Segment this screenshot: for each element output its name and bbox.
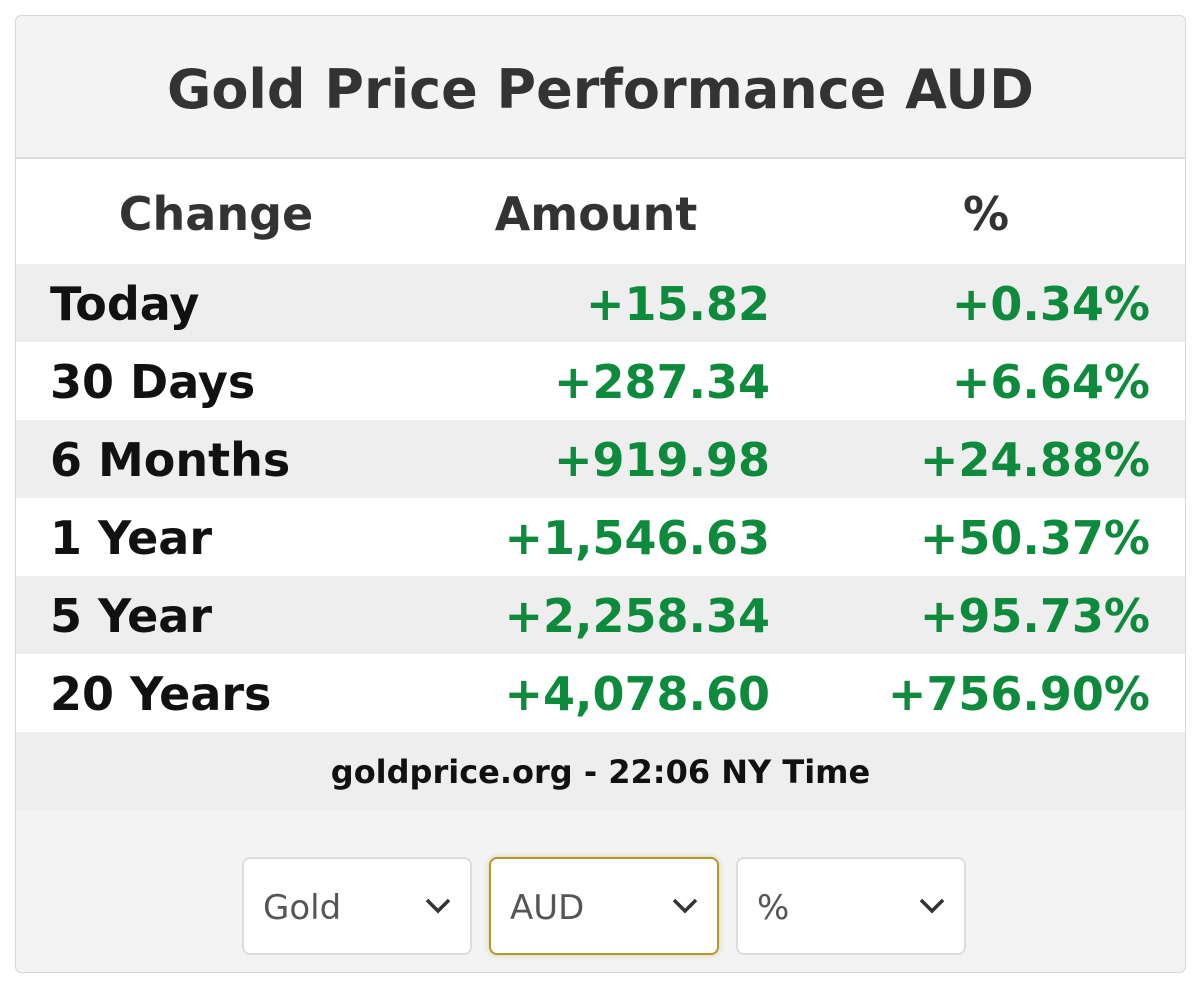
percent: +0.34% bbox=[951, 277, 1150, 331]
dropdown-value: Gold bbox=[263, 888, 342, 928]
amount: +15.82 bbox=[585, 277, 770, 331]
dropdown[interactable]: Gold bbox=[242, 857, 472, 955]
header-row: Change Amount % bbox=[16, 159, 1185, 264]
table-body: Today +15.82 +0.34% 30 Days +287.34 +6.64% 6 M… bbox=[16, 264, 1185, 732]
period-label: Today bbox=[50, 277, 200, 331]
period-label: 30 Days bbox=[50, 355, 256, 409]
amount: +2,258.34 bbox=[504, 589, 770, 643]
table-row: 30 Days +287.34 +6.64% bbox=[16, 342, 1185, 420]
percent: +50.37% bbox=[919, 511, 1150, 565]
period-label: 20 Years bbox=[50, 667, 272, 721]
column-header: % bbox=[962, 187, 1010, 241]
chevron bbox=[672, 898, 698, 914]
percent: +24.88% bbox=[919, 433, 1150, 487]
title: Gold Price Performance AUD bbox=[16, 16, 1185, 159]
period-label: 5 Year bbox=[50, 589, 213, 643]
percent: +6.64% bbox=[951, 355, 1150, 409]
percent: +756.90% bbox=[887, 667, 1150, 721]
dropdown-value: AUD bbox=[510, 888, 585, 928]
table-row: 5 Year +2,258.34 +95.73% bbox=[16, 576, 1185, 654]
amount: +919.98 bbox=[553, 433, 770, 487]
table-row: Today +15.82 +0.34% bbox=[16, 264, 1185, 342]
column-header: Amount bbox=[494, 187, 698, 241]
dropdown-value: % bbox=[757, 888, 790, 928]
amount: +4,078.60 bbox=[504, 667, 770, 721]
widget: Gold Price Performance AUD Change Amount… bbox=[15, 15, 1186, 973]
percent: +95.73% bbox=[919, 589, 1150, 643]
dropdown[interactable]: % bbox=[736, 857, 966, 955]
select-group: Gold AUD% bbox=[242, 857, 966, 955]
period-label: 6 Months bbox=[50, 433, 291, 487]
footer: goldprice.org - 22:06 NY Time bbox=[16, 732, 1185, 810]
period-label: 1 Year bbox=[50, 511, 213, 565]
amount: +1,546.63 bbox=[504, 511, 770, 565]
chevron bbox=[425, 898, 451, 914]
dropdown[interactable]: AUD bbox=[489, 857, 719, 955]
column-header: Change bbox=[118, 187, 314, 241]
table-row: 1 Year +1,546.63 +50.37% bbox=[16, 498, 1185, 576]
amount: +287.34 bbox=[553, 355, 770, 409]
table-row: 20 Years +4,078.60 +756.90% bbox=[16, 654, 1185, 732]
table-row: 6 Months +919.98 +24.88% bbox=[16, 420, 1185, 498]
chevron bbox=[919, 898, 945, 914]
